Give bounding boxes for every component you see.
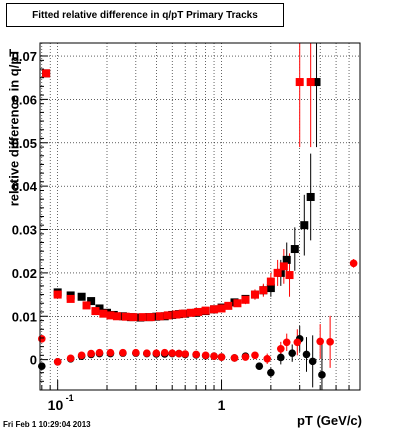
axes: 0 0.01 0.02 0.03 0.04 0.05 0.06 0.07 10 -1 1 <box>12 42 361 413</box>
data-point-circle <box>175 349 183 358</box>
x-axis-label: pT (GeV/c) <box>296 413 362 428</box>
markers <box>38 69 358 379</box>
data-point-square <box>201 306 210 315</box>
data-point-circle <box>77 351 86 360</box>
y-tick-label: 0.02 <box>12 266 37 281</box>
data-point-square <box>91 307 100 316</box>
data-point-square <box>138 313 147 322</box>
data-point-circle <box>119 348 127 357</box>
data-point-square <box>106 311 115 320</box>
data-point-square <box>163 311 172 320</box>
data-point-circle <box>132 348 140 357</box>
data-point-square <box>224 301 233 310</box>
data-point-square <box>168 310 177 319</box>
data-point-square <box>42 69 51 78</box>
data-point-circle <box>276 353 285 362</box>
data-point-square <box>306 192 315 201</box>
data-point-circle <box>66 354 75 363</box>
data-point-square <box>273 268 282 277</box>
y-tick-label: 0 <box>30 353 37 368</box>
x-tick-label-exponent: -1 <box>66 393 74 403</box>
plot-frame <box>39 42 361 391</box>
y-tick-label: 0.06 <box>12 92 37 107</box>
data-point-square <box>194 307 203 316</box>
data-point-square <box>121 312 130 321</box>
data-point-circle <box>53 358 62 366</box>
data-point-square <box>300 221 309 230</box>
y-tick-label: 0.07 <box>12 49 37 64</box>
data-point-square <box>146 313 155 322</box>
data-point-square <box>250 290 259 299</box>
data-point-circle <box>288 349 297 357</box>
data-point-circle <box>326 338 334 346</box>
data-point-square <box>282 255 291 264</box>
data-point-circle <box>316 337 324 346</box>
error-bars <box>41 43 355 390</box>
data-point-square <box>87 297 96 306</box>
data-point-circle <box>241 353 250 361</box>
data-point-circle <box>217 353 226 361</box>
data-point-circle <box>230 354 239 362</box>
data-point-square <box>112 312 121 321</box>
data-point-square <box>290 245 299 254</box>
data-point-square <box>82 301 91 310</box>
data-point-square <box>95 304 104 313</box>
y-tick-label: 0.03 <box>12 223 37 238</box>
data-point-circle <box>201 351 210 360</box>
data-point-circle <box>263 354 272 363</box>
data-point-square <box>259 286 268 295</box>
data-point-circle <box>152 349 161 357</box>
data-point-circle <box>318 371 326 379</box>
data-point-circle <box>168 349 177 357</box>
data-point-square <box>66 294 75 303</box>
data-point-circle <box>349 259 358 268</box>
data-point-circle <box>308 357 317 366</box>
x-tick-label: 10 <box>48 397 64 413</box>
data-point-circle <box>255 362 264 370</box>
data-point-circle <box>251 351 259 360</box>
data-point-circle <box>293 338 302 347</box>
data-point-square <box>172 310 181 319</box>
y-tick-label: 0.04 <box>12 179 38 194</box>
data-point-square <box>306 78 315 87</box>
data-point-circle <box>95 348 104 357</box>
data-point-circle <box>276 344 285 353</box>
data-point-square <box>241 295 250 304</box>
data-point-square <box>178 309 187 318</box>
chart-title: Fitted relative difference in q/pT Prima… <box>6 3 284 27</box>
data-point-circle <box>87 349 95 358</box>
timestamp-footer: Fri Feb 1 10:29:04 2013 <box>3 420 91 429</box>
data-point-square <box>279 262 288 271</box>
y-tick-label: 0.01 <box>12 309 37 324</box>
data-point-circle <box>302 350 311 359</box>
grid <box>40 43 361 390</box>
data-point-square <box>295 78 304 87</box>
data-point-square <box>99 309 108 318</box>
data-point-square <box>210 305 219 314</box>
data-point-circle <box>192 350 200 359</box>
data-point-circle <box>38 335 46 343</box>
y-axis-label: relative difference in q/pT <box>6 48 22 207</box>
data-point-square <box>186 308 195 317</box>
data-point-square <box>53 290 62 299</box>
data-point-square <box>285 271 294 280</box>
data-point-circle <box>160 348 169 357</box>
data-point-circle <box>143 349 151 357</box>
data-point-circle <box>210 352 218 360</box>
data-point-square <box>217 304 226 313</box>
data-point-square <box>77 292 86 301</box>
data-point-circle <box>282 338 291 347</box>
data-point-square <box>312 78 321 87</box>
data-point-square <box>266 277 275 286</box>
data-point-circle <box>106 348 115 357</box>
data-point-square <box>266 284 275 293</box>
data-point-square <box>233 299 242 308</box>
data-point-circle <box>267 368 275 377</box>
data-point-circle <box>181 350 189 358</box>
data-point-square <box>155 312 164 321</box>
x-tick-label: 1 <box>218 397 226 413</box>
y-tick-label: 0.05 <box>12 136 37 151</box>
data-point-square <box>129 313 138 322</box>
